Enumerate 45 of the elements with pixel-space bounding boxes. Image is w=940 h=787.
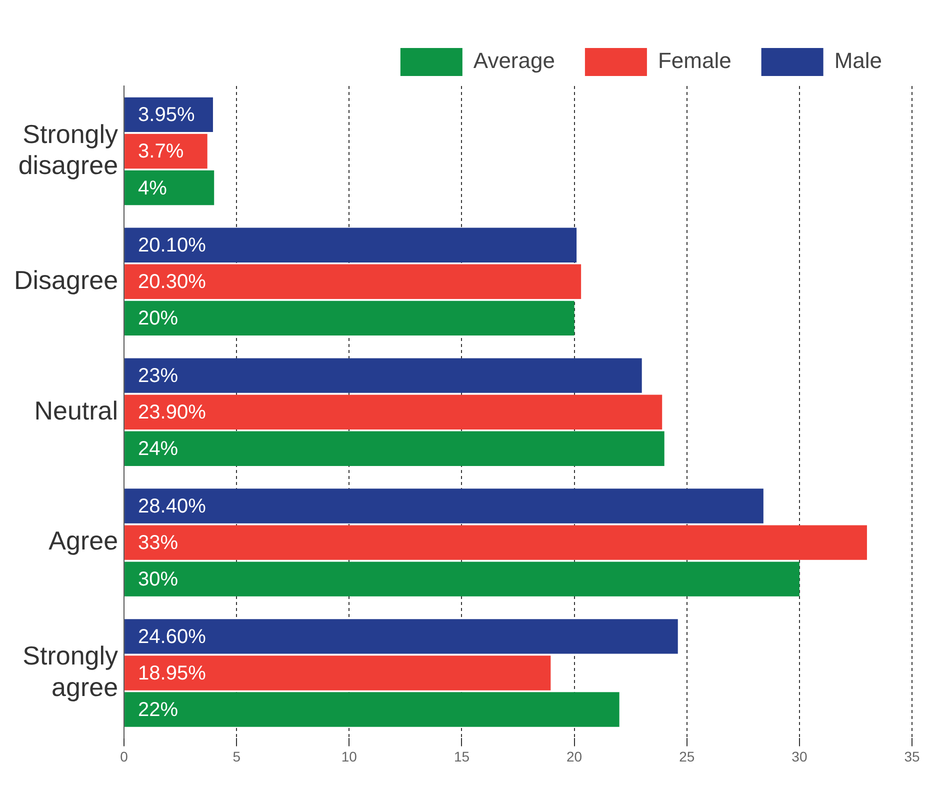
x-tick-label: 25 — [679, 748, 695, 764]
x-tick-label: 30 — [792, 748, 808, 764]
bar — [124, 431, 664, 466]
x-tick-label: 15 — [454, 748, 470, 764]
bar — [124, 692, 620, 727]
bar — [124, 562, 800, 596]
bar — [124, 134, 208, 169]
x-tick-label: 0 — [120, 748, 128, 764]
data-label: 20.10% — [138, 234, 206, 257]
y-tick-label: Neutral — [34, 395, 118, 426]
data-label: 20% — [138, 308, 178, 330]
y-tick-label: Disagree — [14, 264, 118, 295]
bar — [124, 525, 867, 560]
x-tick-label: 20 — [566, 748, 582, 764]
y-tick-label: Strongly agree — [22, 640, 118, 702]
data-label: 3.95% — [138, 104, 195, 126]
data-label: 4% — [138, 177, 168, 200]
data-label: 20.30% — [138, 271, 206, 294]
data-label: 33% — [138, 532, 178, 554]
bar — [124, 488, 764, 524]
bar — [124, 358, 642, 393]
legend-label: Female — [658, 48, 732, 74]
x-tick-label: 5 — [232, 748, 241, 764]
bar — [124, 394, 662, 430]
data-label: 24.60% — [138, 626, 206, 648]
data-label: 22% — [138, 699, 178, 722]
data-label: 24% — [138, 438, 178, 460]
data-label: 23% — [138, 365, 178, 388]
data-label: 18.95% — [138, 662, 206, 684]
data-label: 30% — [138, 568, 178, 591]
data-label: 3.7% — [138, 140, 184, 163]
bar — [124, 264, 582, 300]
y-tick-label: Agree — [48, 526, 118, 556]
y-tick-label: Strongly disagree — [18, 118, 118, 180]
bar — [124, 300, 574, 336]
bar — [124, 228, 577, 262]
bar — [124, 170, 214, 206]
legend-label: Male — [834, 48, 882, 74]
legend-label: Average — [473, 48, 555, 74]
x-tick-label: 35 — [904, 748, 920, 764]
x-tick-label: 10 — [341, 748, 358, 764]
bar — [124, 656, 551, 690]
data-label: 28.40% — [138, 496, 206, 518]
bar — [124, 619, 678, 654]
data-label: 23.90% — [138, 402, 206, 424]
